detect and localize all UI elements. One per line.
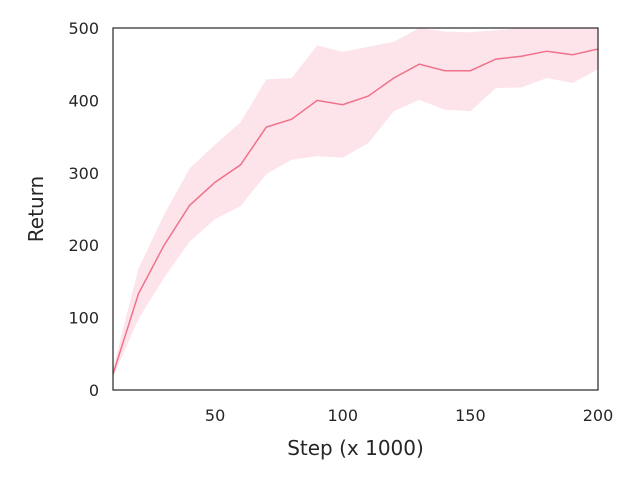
y-axis-label: Return: [24, 176, 48, 242]
x-tick-label: 150: [455, 406, 486, 425]
axes-frame: [112, 27, 599, 391]
y-tick-label: 0: [89, 381, 99, 400]
y-tick-label: 100: [68, 309, 99, 328]
y-tick-label: 200: [68, 236, 99, 255]
x-tick-label: 100: [327, 406, 358, 425]
y-tick-label: 500: [68, 19, 99, 38]
x-tick-label: 50: [205, 406, 225, 425]
ticks: 50 100 150 200 0 100 200 300 400 500: [68, 19, 613, 425]
x-axis-label: Step (x 1000): [287, 436, 424, 460]
series-line: [112, 48, 599, 375]
confidence-band: [113, 28, 598, 377]
x-tick-label: 200: [583, 406, 614, 425]
y-tick-label: 300: [68, 164, 99, 183]
plot-area: [112, 28, 599, 377]
y-tick-label: 400: [68, 91, 99, 110]
